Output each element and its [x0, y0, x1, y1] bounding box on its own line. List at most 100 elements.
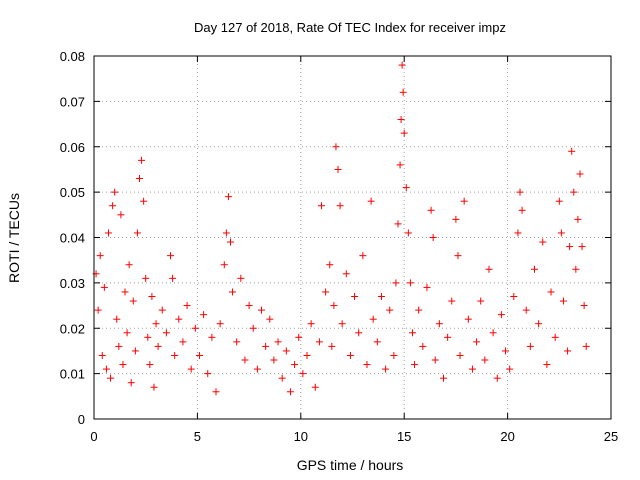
data-point	[481, 356, 489, 364]
data-point	[253, 365, 261, 373]
data-point	[183, 302, 191, 310]
data-points	[92, 61, 590, 396]
data-point	[100, 283, 108, 291]
data-point	[332, 143, 340, 151]
data-point	[377, 292, 385, 300]
x-tick-label: 20	[500, 429, 514, 444]
data-point	[229, 288, 237, 296]
data-point	[456, 351, 464, 359]
data-point	[315, 338, 323, 346]
data-point	[144, 333, 152, 341]
data-point	[351, 292, 359, 300]
data-point	[131, 347, 139, 355]
data-point	[578, 243, 586, 251]
data-point	[390, 351, 398, 359]
data-point	[402, 184, 410, 192]
data-point	[444, 333, 452, 341]
data-point	[580, 302, 588, 310]
data-point	[127, 379, 135, 387]
y-tick-label: 0.03	[60, 276, 85, 291]
data-point	[369, 315, 377, 323]
data-point	[346, 351, 354, 359]
data-point	[291, 361, 299, 369]
data-point	[359, 252, 367, 260]
data-point	[175, 315, 183, 323]
data-point	[204, 370, 212, 378]
data-point	[448, 297, 456, 305]
data-point	[400, 129, 408, 137]
data-point	[468, 365, 476, 373]
data-point	[489, 329, 497, 337]
data-point	[146, 361, 154, 369]
data-point	[154, 342, 162, 350]
data-point	[439, 374, 447, 382]
data-point	[270, 356, 278, 364]
x-tick-label: 0	[90, 429, 97, 444]
data-point	[195, 351, 203, 359]
data-point	[566, 243, 574, 251]
data-point	[138, 156, 146, 164]
data-point	[399, 88, 407, 96]
data-point	[158, 306, 166, 314]
data-point	[224, 193, 232, 201]
data-point	[576, 170, 584, 178]
data-point	[222, 229, 230, 237]
x-axis-label: GPS time / hours	[297, 457, 404, 473]
data-point	[338, 320, 346, 328]
data-point	[423, 283, 431, 291]
data-point	[452, 215, 460, 223]
data-point	[429, 234, 437, 241]
data-point	[133, 229, 141, 237]
data-point	[367, 197, 375, 205]
data-point	[113, 315, 121, 323]
data-point	[216, 320, 224, 328]
data-point	[282, 347, 290, 355]
data-point	[568, 147, 576, 155]
y-tick-label: 0.02	[60, 321, 85, 336]
data-point	[303, 351, 311, 359]
data-point	[530, 265, 538, 273]
data-point	[355, 329, 363, 337]
data-point	[233, 338, 241, 346]
data-point	[404, 229, 412, 237]
data-point	[334, 165, 342, 173]
y-tick-labels: 0 0.01 0.02 0.03 0.04 0.05 0.06 0.07 0.08	[60, 49, 85, 427]
data-point	[506, 365, 514, 373]
data-point	[396, 161, 404, 169]
data-point	[326, 261, 334, 269]
data-point	[311, 383, 319, 391]
data-point	[262, 342, 270, 350]
data-point	[574, 215, 582, 223]
data-point	[94, 306, 102, 314]
data-point	[460, 197, 468, 205]
axis-ticks	[93, 55, 612, 420]
plot-frame	[93, 55, 612, 420]
data-point	[98, 351, 106, 359]
y-tick-label: 0.06	[60, 140, 85, 155]
data-point	[245, 302, 253, 310]
data-point	[493, 374, 501, 382]
data-point	[278, 374, 286, 382]
data-point	[514, 229, 522, 237]
data-point	[121, 288, 129, 296]
data-point	[299, 370, 307, 378]
data-point	[570, 188, 578, 196]
data-point	[187, 365, 195, 373]
data-point	[150, 383, 158, 391]
data-point	[171, 351, 179, 359]
data-point	[559, 297, 567, 305]
data-point	[342, 270, 350, 278]
data-point	[398, 61, 406, 69]
data-point	[142, 274, 150, 282]
data-point	[96, 252, 104, 260]
data-point	[117, 211, 125, 219]
data-point	[386, 306, 394, 314]
data-point	[572, 265, 580, 273]
data-point	[135, 175, 143, 183]
grid	[94, 56, 611, 419]
data-point	[191, 324, 199, 332]
data-point	[555, 197, 563, 205]
data-point	[212, 388, 220, 396]
data-point	[516, 188, 524, 196]
